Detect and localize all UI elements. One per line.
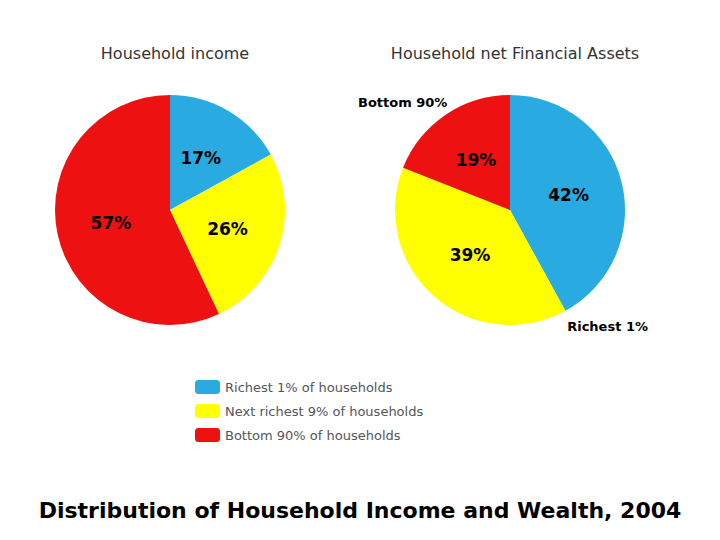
- svg-text:Richest 1% of households: Richest 1% of households: [225, 380, 393, 395]
- svg-text:Bottom 90%: Bottom 90%: [358, 95, 447, 110]
- svg-text:39%: 39%: [450, 245, 491, 265]
- svg-text:Richest 1%: Richest 1%: [567, 319, 648, 334]
- svg-text:Household income: Household income: [101, 44, 249, 63]
- svg-text:19%: 19%: [456, 150, 497, 170]
- svg-text:Household net Financial Assets: Household net Financial Assets: [391, 44, 639, 63]
- svg-text:Next richest 9% of households: Next richest 9% of households: [225, 404, 423, 419]
- svg-text:Bottom 90% of households: Bottom 90% of households: [225, 428, 401, 443]
- svg-text:26%: 26%: [207, 219, 248, 239]
- svg-text:17%: 17%: [180, 148, 221, 168]
- svg-text:42%: 42%: [548, 185, 589, 205]
- svg-text:Distribution of Household Inco: Distribution of Household Income and Wea…: [39, 498, 682, 523]
- svg-text:57%: 57%: [91, 213, 132, 233]
